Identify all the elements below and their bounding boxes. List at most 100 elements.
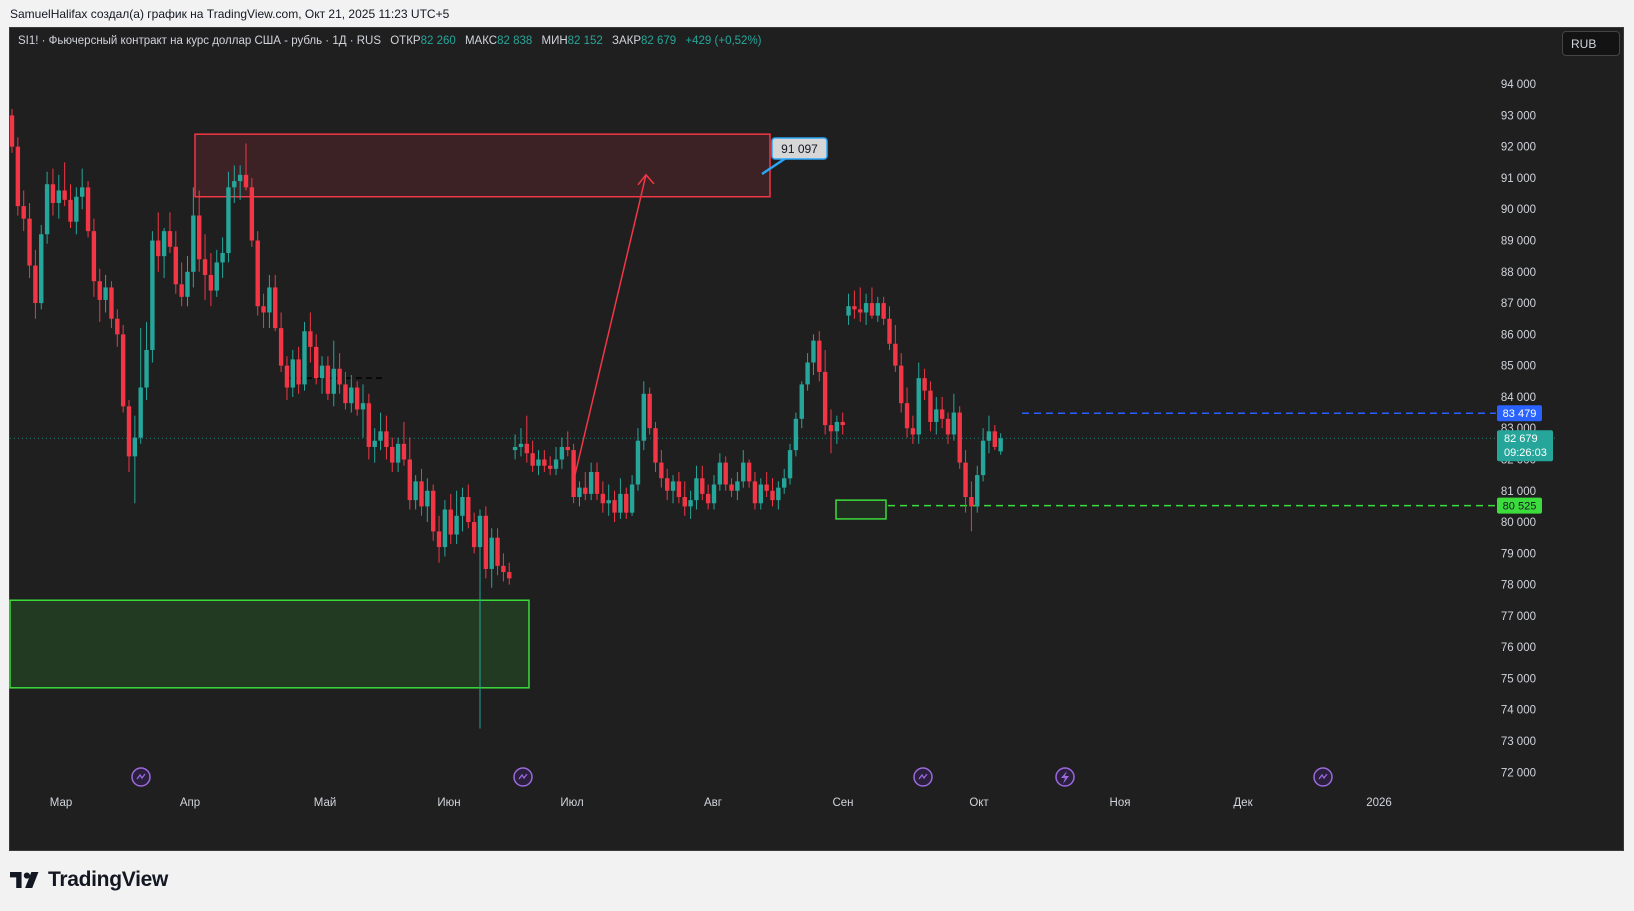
candle-body[interactable]: [600, 493, 606, 504]
candle-body[interactable]: [360, 403, 366, 410]
candle-body[interactable]: [863, 303, 869, 313]
candle-body[interactable]: [881, 303, 886, 319]
candle-body[interactable]: [577, 487, 582, 498]
candle-body[interactable]: [431, 490, 436, 532]
candle-body[interactable]: [232, 181, 237, 188]
candle-body[interactable]: [495, 537, 500, 566]
candle-body[interactable]: [150, 240, 155, 350]
candle-body[interactable]: [85, 187, 91, 232]
candle-body[interactable]: [138, 387, 143, 438]
candle-body[interactable]: [852, 306, 857, 310]
candle-body[interactable]: [893, 343, 898, 366]
candle-body[interactable]: [764, 484, 769, 491]
candle-body[interactable]: [910, 428, 916, 435]
candle-body[interactable]: [191, 215, 196, 272]
demand-zone[interactable]: [9, 599, 530, 689]
candle-body[interactable]: [21, 206, 26, 219]
candle-body[interactable]: [939, 409, 945, 419]
candle-body[interactable]: [840, 421, 845, 426]
candle-body[interactable]: [530, 453, 535, 466]
candle-body[interactable]: [700, 478, 705, 494]
candle-body[interactable]: [992, 431, 997, 447]
candle-body[interactable]: [553, 459, 559, 469]
candle-body[interactable]: [770, 490, 775, 501]
candle-body[interactable]: [735, 481, 740, 491]
candle-body[interactable]: [267, 287, 272, 313]
candle-body[interactable]: [676, 481, 682, 498]
candle-body[interactable]: [998, 438, 1003, 452]
candle-body[interactable]: [846, 306, 851, 316]
supply-zone[interactable]: [194, 133, 771, 198]
candle-body[interactable]: [331, 368, 336, 394]
candle-body[interactable]: [588, 471, 594, 494]
chart-panel[interactable]: [9, 27, 1624, 851]
candle-body[interactable]: [56, 190, 61, 203]
candle-body[interactable]: [647, 393, 652, 429]
small-demand-box[interactable]: [835, 499, 887, 520]
candle-body[interactable]: [249, 187, 255, 241]
candle-body[interactable]: [167, 231, 173, 247]
candle-body[interactable]: [729, 484, 734, 491]
candle-body[interactable]: [197, 215, 202, 260]
candle-body[interactable]: [904, 403, 910, 429]
candle-body[interactable]: [822, 371, 828, 426]
candle-body[interactable]: [694, 478, 699, 501]
candle-body[interactable]: [565, 446, 570, 451]
candle-body[interactable]: [752, 481, 758, 504]
candle-body[interactable]: [413, 481, 418, 501]
candle-body[interactable]: [161, 231, 167, 257]
candle-body[interactable]: [507, 572, 512, 579]
candle-body[interactable]: [776, 487, 781, 501]
candle-body[interactable]: [811, 340, 816, 363]
candle-body[interactable]: [354, 387, 360, 410]
candle-body[interactable]: [682, 497, 687, 507]
candle-body[interactable]: [571, 450, 576, 498]
candle-body[interactable]: [278, 328, 284, 366]
candle-body[interactable]: [343, 384, 348, 404]
candle-body[interactable]: [887, 318, 892, 344]
candle-body[interactable]: [308, 331, 313, 347]
candle-body[interactable]: [103, 287, 108, 300]
candle-body[interactable]: [314, 346, 319, 379]
candle-body[interactable]: [928, 390, 933, 422]
candle-body[interactable]: [828, 425, 834, 432]
candle-body[interactable]: [548, 465, 553, 469]
candle-body[interactable]: [659, 462, 664, 479]
candle-body[interactable]: [670, 481, 676, 491]
candle-body[interactable]: [27, 218, 32, 266]
candle-body[interactable]: [817, 340, 822, 372]
candle-body[interactable]: [618, 493, 623, 513]
candle-body[interactable]: [524, 443, 529, 454]
candle-body[interactable]: [945, 418, 951, 435]
candle-body[interactable]: [518, 443, 524, 447]
candle-body[interactable]: [951, 412, 957, 435]
candle-body[interactable]: [986, 431, 992, 441]
candle-body[interactable]: [635, 440, 641, 485]
candle-body[interactable]: [858, 309, 863, 313]
candle-body[interactable]: [477, 515, 483, 548]
candle-body[interactable]: [74, 196, 79, 222]
candle-body[interactable]: [723, 462, 728, 485]
candle-body[interactable]: [9, 115, 15, 147]
candle-body[interactable]: [284, 365, 290, 388]
candle-body[interactable]: [319, 365, 325, 379]
candle-body[interactable]: [401, 443, 407, 460]
candle-body[interactable]: [559, 446, 565, 460]
candle-body[interactable]: [934, 409, 939, 422]
candle-body[interactable]: [758, 484, 763, 504]
candle-body[interactable]: [185, 271, 190, 297]
candle-body[interactable]: [448, 509, 453, 535]
candle-body[interactable]: [975, 475, 980, 507]
candle-body[interactable]: [109, 287, 114, 319]
tradingview-logo[interactable]: TradingView: [10, 866, 168, 894]
candle-body[interactable]: [612, 500, 617, 513]
candle-body[interactable]: [460, 497, 465, 516]
candle-body[interactable]: [384, 431, 389, 447]
candle-body[interactable]: [875, 303, 880, 316]
candle-body[interactable]: [237, 174, 243, 182]
candle-body[interactable]: [325, 365, 331, 394]
candle-body[interactable]: [629, 484, 635, 513]
candle-body[interactable]: [542, 459, 547, 466]
candle-body[interactable]: [594, 471, 600, 494]
candle-body[interactable]: [378, 431, 383, 441]
